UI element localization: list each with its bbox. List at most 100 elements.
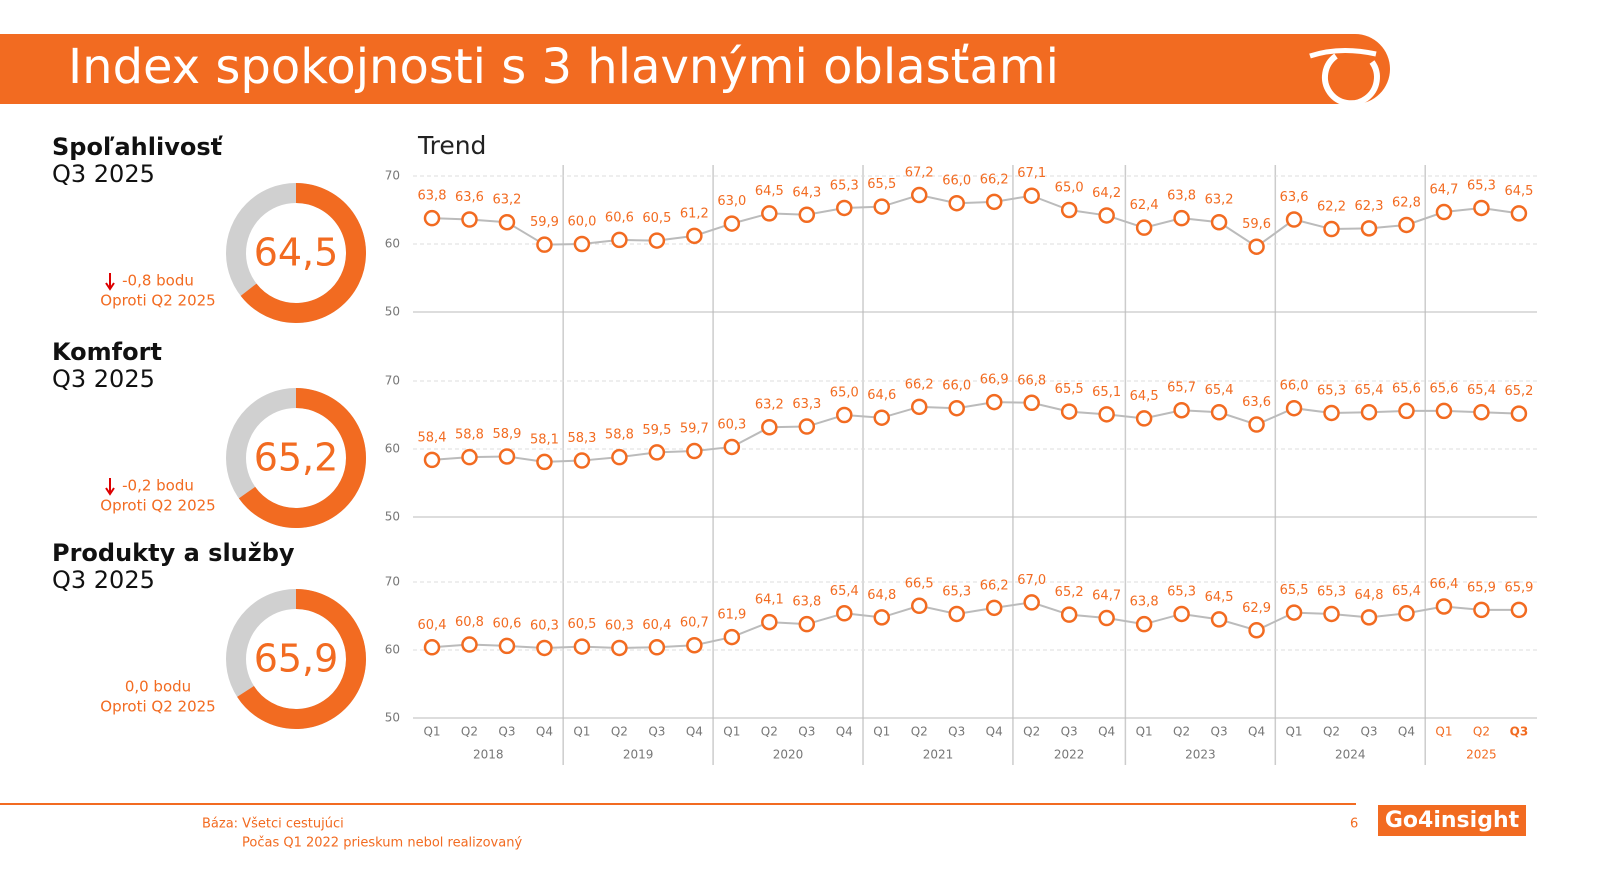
- x-tick-label: Q4: [1098, 725, 1115, 739]
- data-point: [798, 418, 816, 435]
- data-label: 64,5: [1130, 389, 1159, 404]
- data-label: 58,1: [530, 432, 559, 447]
- data-point: [1135, 615, 1153, 633]
- slide-title: Index spokojnosti s 3 hlavnými oblasťami: [68, 39, 1059, 95]
- data-point: [873, 409, 891, 426]
- y-tick-label: 60: [385, 442, 400, 456]
- page-number: 6: [1350, 817, 1358, 832]
- data-label: 66,4: [1429, 577, 1458, 592]
- data-point: [498, 637, 516, 655]
- data-label: 60,0: [567, 215, 596, 230]
- data-point: [1323, 220, 1340, 238]
- data-label: 65,5: [1280, 583, 1309, 598]
- x-tick-label: Q4: [686, 725, 703, 739]
- x-group-label: 2023: [1185, 748, 1216, 762]
- header-logo: [1309, 47, 1380, 107]
- data-point: [1285, 604, 1303, 621]
- panel-title: Produkty a služby: [52, 539, 295, 567]
- data-point: [1060, 403, 1078, 420]
- data-label: 63,2: [492, 193, 521, 208]
- data-label: 63,2: [755, 398, 784, 413]
- x-group-label: 2020: [773, 748, 804, 762]
- data-point: [498, 448, 516, 465]
- change-comparison: Oproti Q2 2025: [100, 497, 215, 515]
- y-tick-label: 60: [385, 237, 400, 251]
- data-label: 65,2: [1055, 585, 1084, 600]
- data-point: [761, 613, 778, 631]
- x-tick-label: Q3: [1061, 725, 1078, 739]
- data-point: [1173, 209, 1190, 227]
- y-tick-label: 70: [385, 575, 400, 589]
- data-point: [1510, 205, 1528, 222]
- data-label: 59,5: [642, 423, 671, 438]
- x-tick-label: Q4: [1248, 725, 1265, 739]
- data-point: [461, 636, 478, 653]
- data-label: 63,8: [1167, 189, 1196, 204]
- data-point: [686, 227, 703, 245]
- data-point: [1173, 605, 1190, 623]
- change-comparison: Oproti Q2 2025: [100, 698, 215, 716]
- footer-logo: Go4insight: [1385, 808, 1520, 833]
- data-point: [1135, 410, 1153, 427]
- x-tick-label: Q3: [498, 725, 515, 739]
- data-label: 65,1: [1092, 385, 1121, 400]
- x-group-label: 2025: [1466, 748, 1497, 762]
- donut-arc: [238, 388, 366, 528]
- donut-arc: [240, 183, 366, 323]
- data-label: 65,9: [1504, 580, 1533, 595]
- x-tick-label: Q2: [1323, 725, 1340, 739]
- data-point: [536, 639, 553, 657]
- x-group-label: 2024: [1335, 748, 1366, 762]
- data-label: 67,0: [1017, 573, 1046, 588]
- data-label: 65,4: [1467, 383, 1496, 398]
- data-label: 65,3: [1467, 178, 1496, 193]
- data-point: [1510, 405, 1528, 422]
- x-tick-label: Q2: [1473, 725, 1490, 739]
- donut-score: 65,2: [254, 436, 339, 480]
- header-bar: [0, 34, 1390, 104]
- data-point: [611, 639, 628, 657]
- data-label: 65,4: [1355, 383, 1384, 398]
- data-label: 65,3: [942, 584, 971, 599]
- y-tick-label: 50: [385, 510, 400, 524]
- data-label: 64,5: [1504, 184, 1533, 199]
- data-point: [686, 636, 703, 654]
- data-point: [798, 615, 816, 633]
- x-tick-label: Q1: [873, 725, 890, 739]
- data-point: [423, 639, 441, 656]
- data-label: 59,6: [1242, 217, 1271, 232]
- data-label: 60,6: [492, 616, 521, 631]
- x-tick-label: Q1: [1435, 725, 1452, 739]
- data-point: [1210, 611, 1228, 628]
- data-label: 60,8: [455, 615, 484, 630]
- x-tick-label: Q2: [1173, 725, 1190, 739]
- panel-title: Komfort: [52, 338, 162, 366]
- x-tick-label: Q3: [798, 725, 815, 739]
- data-label: 65,7: [1167, 381, 1196, 396]
- data-label: 65,4: [1205, 383, 1234, 398]
- data-point: [910, 398, 928, 416]
- data-point: [1173, 401, 1190, 419]
- data-label: 65,6: [1429, 381, 1458, 396]
- data-label: 64,5: [755, 184, 784, 199]
- x-tick-label: Q1: [573, 725, 590, 739]
- x-tick-label: Q1: [1285, 725, 1302, 739]
- data-label: 65,3: [830, 178, 859, 193]
- data-label: 65,3: [1167, 584, 1196, 599]
- data-point: [573, 638, 591, 655]
- data-point: [461, 211, 478, 228]
- y-tick-label: 50: [385, 711, 400, 725]
- data-point: [761, 418, 778, 436]
- data-point: [910, 186, 928, 204]
- data-label: 64,8: [1355, 588, 1384, 603]
- data-label: 65,6: [1392, 381, 1421, 396]
- data-point: [1135, 219, 1153, 236]
- change-value: 0,0 bodu: [125, 678, 191, 696]
- data-label: 66,0: [942, 379, 971, 394]
- data-label: 65,9: [1467, 580, 1496, 595]
- data-point: [1248, 416, 1265, 433]
- data-point: [611, 231, 628, 249]
- data-label: 65,4: [830, 584, 859, 599]
- data-label: 67,1: [1017, 166, 1046, 181]
- donut-arc: [237, 589, 366, 729]
